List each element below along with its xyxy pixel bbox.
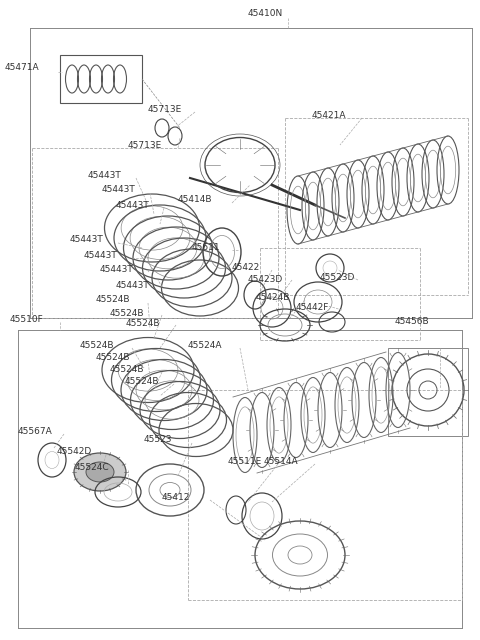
Text: 45567A: 45567A <box>18 428 53 436</box>
Text: 45443T: 45443T <box>116 280 150 289</box>
Text: 45510F: 45510F <box>10 316 44 324</box>
Text: 45713E: 45713E <box>148 104 182 113</box>
Text: 45523D: 45523D <box>320 273 355 282</box>
Text: 45524A: 45524A <box>188 340 223 349</box>
Text: 45524B: 45524B <box>80 340 115 349</box>
Text: 45443T: 45443T <box>100 266 134 275</box>
Text: 45442F: 45442F <box>296 303 329 312</box>
Text: 45523: 45523 <box>144 435 172 445</box>
Text: 45443T: 45443T <box>102 186 136 195</box>
Text: 45410N: 45410N <box>248 10 283 19</box>
Text: 45524C: 45524C <box>75 463 109 472</box>
Text: 45514A: 45514A <box>264 458 299 467</box>
Text: 45443T: 45443T <box>84 250 118 259</box>
Text: 45414B: 45414B <box>178 195 213 205</box>
Bar <box>60 55 142 103</box>
Text: 45524B: 45524B <box>96 296 131 305</box>
Text: 45471A: 45471A <box>5 63 40 72</box>
Text: 45524B: 45524B <box>110 308 144 317</box>
Text: 45524B: 45524B <box>125 378 159 387</box>
Text: 45412: 45412 <box>162 493 191 502</box>
Text: 45424B: 45424B <box>256 294 290 303</box>
Bar <box>388 348 468 436</box>
Text: 45511E: 45511E <box>228 458 262 467</box>
Text: 45611: 45611 <box>192 243 221 253</box>
Text: 45524B: 45524B <box>126 319 160 328</box>
Text: 45443T: 45443T <box>88 170 122 179</box>
Text: 45524B: 45524B <box>110 365 144 374</box>
Text: 45456B: 45456B <box>395 317 430 326</box>
Ellipse shape <box>86 462 114 482</box>
Text: 45422: 45422 <box>232 264 260 273</box>
Text: 45423D: 45423D <box>248 275 283 285</box>
Text: 45524B: 45524B <box>96 353 131 362</box>
Text: 45542D: 45542D <box>57 447 92 456</box>
Text: 45713E: 45713E <box>128 141 162 150</box>
Text: 45443T: 45443T <box>116 200 150 209</box>
Text: 45443T: 45443T <box>70 236 104 244</box>
Text: 45421A: 45421A <box>312 111 347 120</box>
Ellipse shape <box>74 453 126 491</box>
